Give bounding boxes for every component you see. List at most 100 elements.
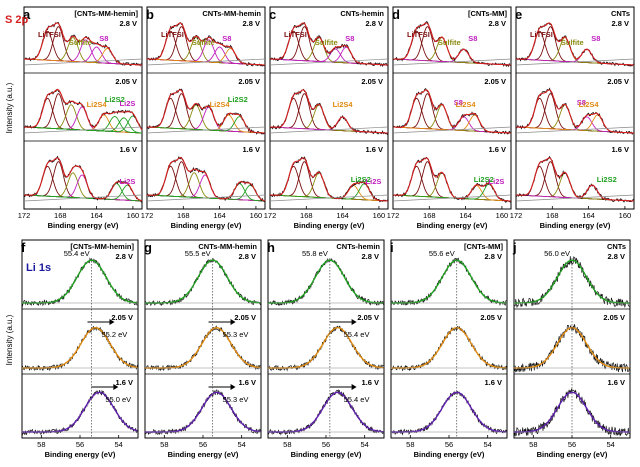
voltage-label: 1.6 V	[488, 145, 506, 154]
species-label: S8	[454, 98, 463, 107]
fit-component	[24, 117, 143, 134]
species-label: S8	[591, 34, 600, 43]
voltage-label: 2.8 V	[115, 252, 133, 261]
x-axis-label: Binding energy (eV)	[417, 221, 488, 230]
fit-component	[270, 184, 388, 202]
fit-peak	[268, 259, 384, 304]
species-label: Sulfite	[69, 38, 92, 47]
x-tick-label: 168	[546, 211, 559, 220]
voltage-label: 1.6 V	[611, 145, 629, 154]
x-axis-label: Binding energy (eV)	[171, 221, 242, 230]
panel-letter-e: e	[515, 7, 522, 22]
x-tick-label: 160	[127, 211, 140, 220]
x-tick-label: 58	[283, 440, 291, 449]
x-axis-label: Binding energy (eV)	[45, 450, 116, 459]
species-label: Li2S4	[333, 100, 354, 109]
top-ylabel: Intensity (a.u.)	[5, 82, 14, 133]
background-line	[392, 58, 512, 66]
fit-peak	[145, 259, 261, 304]
species-label: Li2S4	[87, 100, 108, 109]
peak-energy-label: 55.4 eV	[344, 330, 370, 339]
raw-spectrum	[267, 257, 384, 306]
panel-letter-g: g	[144, 240, 152, 255]
fit-envelope	[393, 157, 511, 202]
x-tick-label: 56	[199, 440, 207, 449]
x-tick-label: 58	[160, 440, 168, 449]
x-tick-label: 172	[18, 211, 31, 220]
fit-envelope	[147, 156, 266, 202]
voltage-label: 1.6 V	[115, 378, 133, 387]
voltage-label: 2.05 V	[115, 77, 137, 86]
peak-energy-label: 55.3 eV	[223, 395, 249, 404]
peak-energy-label: 55.3 eV	[223, 330, 249, 339]
background-line	[23, 58, 143, 66]
fit-envelope	[393, 89, 511, 134]
fit-component	[147, 48, 265, 66]
background-line	[269, 58, 389, 66]
species-label: Li2S2	[105, 95, 125, 104]
voltage-label: 2.05 V	[603, 313, 625, 322]
panel-title-d: [CNTs-MM]	[468, 9, 508, 18]
x-tick-label: 164	[582, 211, 595, 220]
background-line	[269, 126, 389, 134]
voltage-label: 2.8 V	[238, 252, 256, 261]
fit-envelope	[270, 22, 388, 66]
species-label: Li2S4	[456, 100, 477, 109]
shift-arrow-head	[230, 384, 236, 390]
fit-peak	[391, 259, 507, 304]
x-tick-label: 54	[606, 440, 614, 449]
panel-title-f: [CNTs-MM-hemin]	[70, 242, 134, 251]
background-line	[146, 126, 266, 134]
voltage-label: 2.8 V	[365, 19, 383, 28]
x-axis-label: Binding energy (eV)	[48, 221, 119, 230]
fit-envelope	[393, 22, 511, 66]
voltage-label: 2.05 V	[484, 77, 506, 86]
fit-component	[147, 172, 265, 202]
voltage-label: 2.8 V	[242, 19, 260, 28]
x-axis-label: Binding energy (eV)	[537, 450, 608, 459]
panel-title-c: CNTs-hemin	[340, 9, 384, 18]
voltage-label: 1.6 V	[607, 378, 625, 387]
x-tick-label: 164	[336, 211, 349, 220]
voltage-label: 2.05 V	[361, 77, 383, 86]
shift-arrow-head	[113, 384, 119, 390]
x-tick-label: 54	[483, 440, 491, 449]
panel-letter-a: a	[23, 7, 31, 22]
x-axis-label: Binding energy (eV)	[168, 450, 239, 459]
fit-envelope	[24, 157, 143, 202]
species-label: Li2S2	[474, 175, 494, 184]
x-tick-label: 56	[76, 440, 84, 449]
panel-letter-j: j	[512, 240, 517, 255]
peak-energy-label: 55.6 eV	[429, 249, 455, 258]
species-label: Li2S	[120, 99, 136, 108]
peak-energy-label: 56.0 eV	[544, 249, 570, 258]
x-tick-label: 168	[423, 211, 436, 220]
background-line	[23, 126, 143, 134]
shift-arrow-head	[109, 319, 115, 325]
x-axis-label: Binding energy (eV)	[294, 221, 365, 230]
panel-frame-i	[390, 239, 508, 439]
bottom-ylabel: Intensity (a.u.)	[5, 314, 14, 365]
panel-letter-c: c	[269, 7, 276, 22]
x-tick-label: 172	[510, 211, 523, 220]
fit-envelope	[270, 89, 388, 134]
x-tick-label: 58	[406, 440, 414, 449]
panel-frame-d	[392, 6, 512, 210]
x-tick-label: 58	[37, 440, 45, 449]
panel-frame-e	[515, 6, 635, 210]
x-tick-label: 54	[114, 440, 122, 449]
fit-component	[147, 184, 266, 202]
fit-peak	[391, 327, 507, 369]
species-label: S8	[99, 34, 108, 43]
panel-frame-b	[146, 6, 266, 210]
voltage-label: 2.05 V	[357, 313, 379, 322]
voltage-label: 2.8 V	[607, 252, 625, 261]
x-tick-label: 172	[387, 211, 400, 220]
fit-component	[147, 104, 265, 134]
panel-title-h: CNTs-hemin	[336, 242, 380, 251]
x-tick-label: 164	[90, 211, 103, 220]
species-label: Li2S	[120, 177, 136, 186]
panel-letter-h: h	[267, 240, 275, 255]
species-label: LiTFSI	[38, 30, 61, 39]
x-axis-label: Binding energy (eV)	[291, 450, 362, 459]
